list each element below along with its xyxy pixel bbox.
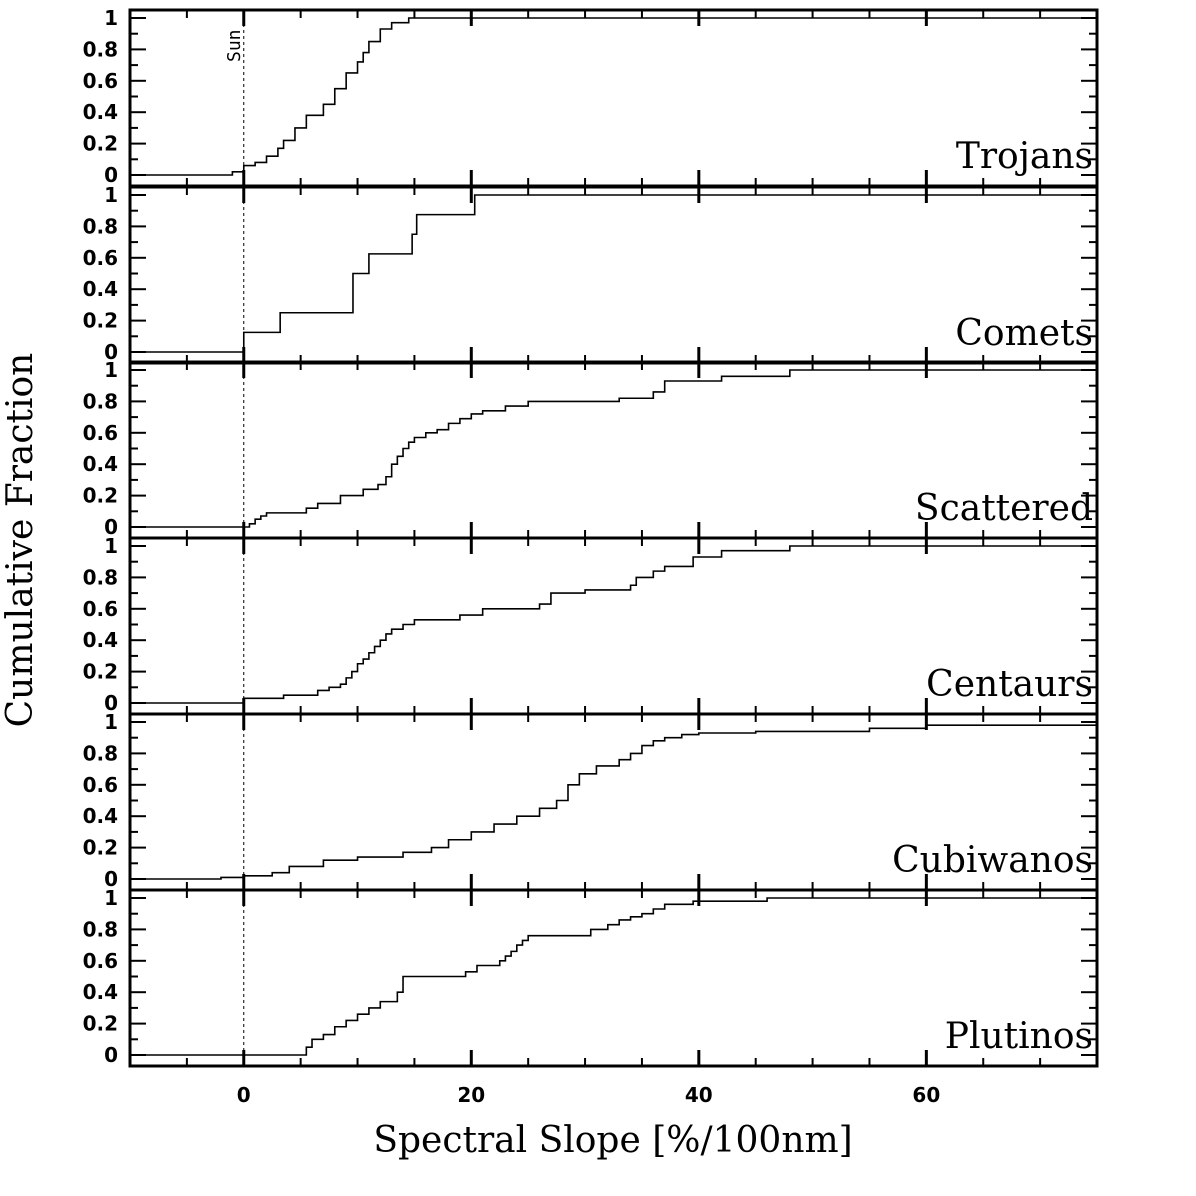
y-axis-title: Cumulative Fraction	[0, 353, 41, 728]
y-tick-label: 1	[104, 358, 118, 382]
panel-frame	[128, 888, 1099, 1068]
y-tick-label: 0.8	[83, 741, 118, 765]
panel-centaurs: 0 0.2 0.4 0.6 0.8 1 Centaurs	[83, 534, 1099, 716]
series-line-trojans	[130, 17, 1097, 176]
y-tick-label: 0.8	[83, 917, 118, 941]
y-tick-label: 0.4	[83, 804, 118, 828]
y-tick-label: 0	[104, 515, 118, 539]
y-tick-label: 0.4	[83, 980, 118, 1004]
y-tick-label: 0.4	[83, 628, 118, 652]
y-tick-label: 0.8	[83, 389, 118, 413]
y-tick-label: 0.4	[83, 277, 118, 301]
panel-label: Scattered	[915, 488, 1093, 529]
y-tick-label: 0.2	[83, 1012, 118, 1036]
series-line-scattered	[130, 369, 1097, 528]
y-tick-label: 0.8	[83, 37, 118, 61]
y-tick-label: 0.6	[83, 597, 118, 621]
panel-frame	[128, 185, 1099, 365]
y-tick-label: 0.6	[83, 69, 118, 93]
panel-comets: 0 0.2 0.4 0.6 0.8 1 Comets	[83, 183, 1099, 365]
y-tick-label: 0.6	[83, 421, 118, 445]
y-tick-label: 1	[104, 710, 118, 734]
y-tick-label: 0	[104, 867, 118, 891]
series-line-centaurs	[130, 545, 1097, 704]
y-tick-label: 0	[104, 691, 118, 715]
y-tick-label: 1	[104, 6, 118, 30]
y-tick-label: 0.4	[83, 452, 118, 476]
y-tick-label: 0	[104, 163, 118, 187]
panel-scattered: 0 0.2 0.4 0.6 0.8 1 Scattered	[83, 358, 1099, 540]
y-tick-label: 0.4	[83, 100, 118, 124]
series-line-comets	[130, 194, 1097, 353]
y-tick-label: 0.8	[83, 214, 118, 238]
sun-label: Sun	[224, 29, 245, 62]
panel-frame	[128, 8, 1099, 188]
x-tick-label: 40	[685, 1083, 713, 1107]
y-tick-label: 1	[104, 534, 118, 558]
panel-plutinos: 0 0.2 0.4 0.6 0.8 1 Plutinos	[83, 886, 1099, 1068]
y-tick-label: 0.2	[83, 836, 118, 860]
panel-cubiwanos: 0 0.2 0.4 0.6 0.8 1 Cubiwanos	[83, 710, 1099, 892]
y-tick-label: 1	[104, 886, 118, 910]
y-tick-label: 1	[104, 183, 118, 207]
panels: 0 0.2 0.4 0.6 0.8 1 Trojans 0 0.2 0.4 0.6 0.8 1 Comet…	[83, 6, 1099, 1107]
series-line-cubiwanos	[130, 724, 1097, 880]
y-tick-label: 0.6	[83, 246, 118, 270]
panel-label: Centaurs	[926, 664, 1093, 705]
panel-label: Plutinos	[945, 1016, 1093, 1057]
series-line-plutinos	[130, 897, 1097, 1056]
x-tick-label: 60	[912, 1083, 940, 1107]
y-tick-label: 0.2	[83, 660, 118, 684]
y-tick-label: 0	[104, 340, 118, 364]
x-axis-title: Spectral Slope [%/100nm]	[373, 1120, 852, 1161]
panel-label: Comets	[955, 313, 1093, 354]
y-tick-label: 0	[104, 1043, 118, 1067]
panel-label: Cubiwanos	[892, 840, 1093, 881]
x-tick-label: 20	[457, 1083, 485, 1107]
panel-label: Trojans	[956, 136, 1093, 177]
y-tick-label: 0.6	[83, 949, 118, 973]
y-tick-label: 0.2	[83, 309, 118, 333]
x-tick-label: 0	[237, 1083, 251, 1107]
y-tick-label: 0.6	[83, 773, 118, 797]
y-tick-label: 0.2	[83, 132, 118, 156]
y-tick-label: 0.2	[83, 484, 118, 508]
y-tick-label: 0.8	[83, 565, 118, 589]
